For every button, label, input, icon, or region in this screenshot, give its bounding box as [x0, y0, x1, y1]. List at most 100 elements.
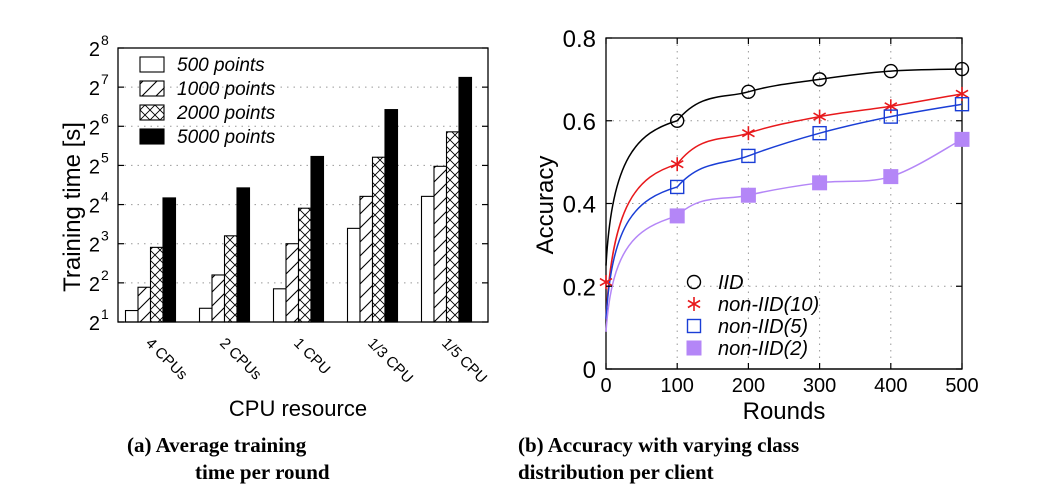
bar-2000-points	[445, 131, 460, 323]
left-y-tick-base: 2	[89, 196, 100, 218]
left-y-tick-exponent: 5	[101, 149, 109, 165]
marker-non-IID(10)-stroke	[813, 112, 827, 121]
legend-label-5000-points: 5000 points	[177, 127, 276, 148]
left-bars	[124, 76, 473, 323]
marker-non-IID(10)	[741, 126, 755, 141]
marker-non-IID(10)	[670, 157, 684, 172]
bar-2000-points	[149, 246, 164, 323]
bar-2000-points	[371, 156, 386, 323]
legend-marker-non-IID(10)	[687, 297, 701, 311]
marker-non-IID(5)	[741, 148, 756, 164]
left-y-axis-label: Training time [s]	[59, 122, 86, 292]
bar-1000-points	[211, 274, 226, 323]
marker-non-IID(10)-stroke	[599, 277, 613, 287]
legend-marker-non-IID(10)-stroke	[687, 299, 701, 309]
right-grid	[606, 38, 962, 369]
legend-label-non-IID(2): non-IID(2)	[718, 338, 808, 360]
legend-label-IID: IID	[718, 272, 744, 294]
marker-non-IID(10)	[813, 109, 827, 124]
right-y-ticks: 0 0.2 0.4 0.6 0.8	[563, 26, 962, 384]
right-series-lines	[605, 68, 963, 332]
left-y-tick-exponent: 2	[101, 267, 109, 283]
bar-500-points	[420, 195, 435, 323]
marker-non-IID(10)	[955, 86, 969, 101]
left-y-tick-base: 2	[89, 235, 100, 257]
right-series-markers	[599, 61, 970, 370]
bar-1000-points	[285, 243, 300, 323]
legend-label-non-IID(5): non-IID(5)	[718, 316, 808, 338]
left-x-ticks: 4 CPUs 2 CPUs 1 CPU 1/3 CPU 1/5 CPU	[142, 335, 490, 387]
right-x-axis-label: Rounds	[743, 398, 826, 425]
left-x-tick-label: 1/3 CPU	[364, 335, 416, 387]
line-IID	[605, 68, 963, 266]
left-y-tick-base: 2	[89, 156, 100, 178]
left-plot-frame	[117, 47, 489, 323]
caption-a-line2: time per round	[195, 460, 330, 484]
right-y-tick-label: 0.2	[563, 274, 596, 301]
legend-label-1000-points: 1000 points	[177, 79, 276, 100]
bar-1000-points	[433, 165, 448, 323]
marker-non-IID(5)	[883, 109, 898, 124]
left-y-ticks: 2 12 22 32 42 52 62 72 8	[89, 32, 488, 335]
bar-5000-points	[458, 76, 473, 323]
left-y-tick-base: 2	[89, 117, 100, 139]
marker-non-IID(2)	[954, 131, 970, 147]
marker-non-IID(2)	[740, 187, 756, 203]
marker-non-IID(10)-stroke	[741, 128, 755, 138]
line-chart-accuracy: 00.20.40.60.8 0 100 200 300 400 500 Accuracy …	[532, 26, 979, 425]
caption-b-line1: (b) Accuracy with varying class	[518, 433, 799, 457]
right-x-ticks: 0 100 200 300 400 500	[600, 38, 979, 397]
left-y-tick-base: 2	[89, 274, 100, 296]
line-non-IID(5)	[605, 103, 963, 320]
right-y-tick-label: 0.8	[563, 26, 596, 53]
bar-1000-points	[137, 286, 152, 323]
left-y-tick-base: 2	[89, 78, 100, 100]
left-y-tick-exponent: 6	[101, 110, 109, 126]
right-x-tick-label: 300	[803, 375, 836, 397]
right-y-tick-label: 0	[583, 357, 596, 384]
left-y-tick-base: 2	[89, 39, 100, 61]
bar-500-points	[346, 227, 361, 323]
marker-non-IID(10)-stroke	[955, 89, 969, 99]
bar-5000-points	[384, 109, 399, 323]
marker-non-IID(2)	[883, 169, 899, 185]
marker-non-IID(5)	[670, 179, 685, 195]
legend-swatch-2000-points	[139, 104, 165, 121]
legend-marker-non-IID(5)	[686, 318, 702, 334]
marker-IID	[741, 84, 756, 99]
marker-non-IID(10)-stroke	[670, 160, 684, 169]
left-x-tick-label: 4 CPUs	[142, 335, 191, 384]
bar-1000-points	[359, 195, 374, 323]
marker-IID	[883, 63, 898, 79]
bar-500-points	[124, 309, 139, 323]
marker-non-IID(5)	[954, 96, 970, 112]
left-y-tick-exponent: 1	[101, 306, 109, 322]
left-y-tick-exponent: 8	[101, 32, 109, 48]
right-x-tick-label: 100	[661, 375, 694, 397]
right-x-tick-label: 200	[732, 375, 765, 397]
legend-label-non-IID(10): non-IID(10)	[718, 294, 819, 316]
bar-chart-training-time: 2 12 22 32 42 52 62 72 8 4 CPUs 2 CPUs 1 CPU 1/3 CP…	[59, 32, 490, 421]
marker-IID	[812, 72, 827, 87]
right-y-tick-label: 0.6	[563, 109, 596, 136]
legend-marker-IID	[686, 274, 702, 290]
left-x-axis-label: CPU resource	[229, 396, 367, 421]
marker-IID	[670, 113, 685, 128]
bar-5000-points	[310, 155, 325, 323]
legend-swatch-5000-points	[139, 128, 165, 145]
left-x-tick-label: 1/5 CPU	[438, 335, 490, 387]
right-x-tick-label: 0	[600, 375, 611, 397]
legend-label-500-points: 500 points	[177, 55, 265, 76]
left-x-tick-label: 1 CPU	[290, 335, 333, 378]
marker-non-IID(10)-stroke	[884, 102, 898, 111]
left-x-tick-label: 2 CPUs	[216, 335, 265, 384]
caption-b-line2: distribution per client	[518, 460, 714, 484]
bar-500-points	[198, 307, 213, 323]
left-legend: 500 points 1000 points 2000 points 5000 poi…	[139, 55, 276, 148]
left-y-tick-exponent: 7	[101, 71, 109, 87]
left-y-tick-exponent: 3	[101, 228, 109, 244]
legend-swatch-1000-points	[139, 80, 165, 97]
left-y-tick-base: 2	[89, 313, 100, 335]
